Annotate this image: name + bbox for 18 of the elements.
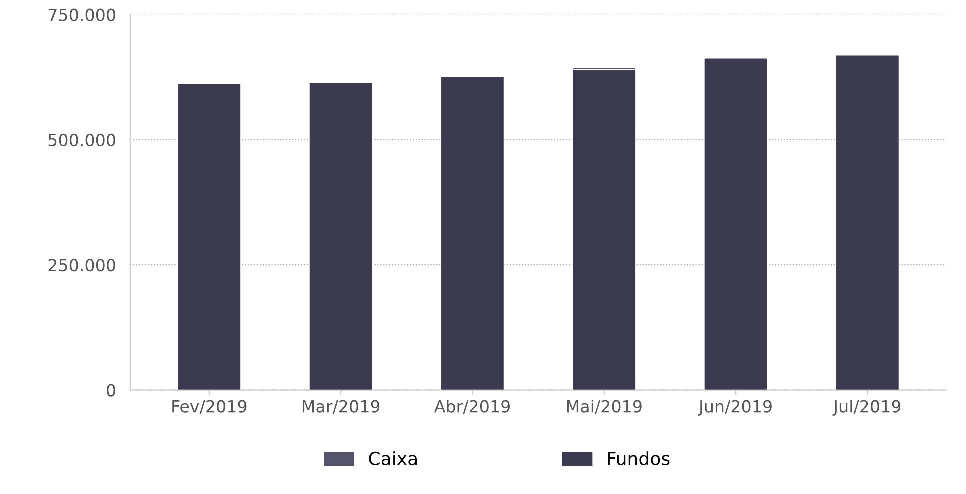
bar <box>309 82 374 390</box>
legend-label: Caixa <box>369 452 417 466</box>
x-tick-label: Jun/2019 <box>698 400 772 416</box>
legend-label: Fundos <box>608 452 670 466</box>
bar <box>440 76 505 390</box>
x-tick-label: Mar/2019 <box>302 400 380 414</box>
x-tick-label: Mai/2019 <box>567 400 642 414</box>
bar <box>177 83 242 390</box>
y-tick-label: 250.000 <box>48 259 116 272</box>
bar <box>572 69 636 390</box>
bar <box>704 58 768 390</box>
y-tick-label: 0 <box>107 384 116 397</box>
y-tick-label: 500.000 <box>48 134 116 147</box>
y-tick-label: 750.000 <box>48 8 116 22</box>
x-tick-label: Abr/2019 <box>434 400 510 414</box>
bar <box>836 54 900 390</box>
x-tick-label: Fev/2019 <box>172 400 247 414</box>
x-tick-label: Jul/2019 <box>832 400 901 416</box>
